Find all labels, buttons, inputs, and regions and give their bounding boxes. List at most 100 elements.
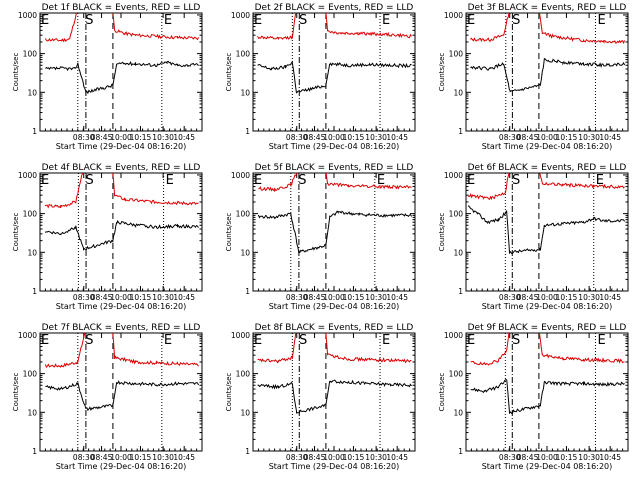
panel-title: Det 3f BLACK = Events, RED = LLD bbox=[468, 3, 627, 13]
y-tick-label: 1000 bbox=[444, 11, 463, 20]
x-tick-label: 08:30 bbox=[499, 133, 521, 142]
x-tick-label: 10:30 bbox=[578, 293, 600, 302]
x-tick-label: 10:00 bbox=[323, 293, 345, 302]
phase-marker-label: S bbox=[299, 13, 307, 28]
x-tick-label: 08:45 bbox=[91, 293, 113, 302]
y-tick-label: 100 bbox=[236, 50, 251, 59]
detector-panel: Det 6f BLACK = Events, RED = LLD 1 10 100 10… bbox=[438, 163, 629, 311]
lld-series-line bbox=[44, 13, 199, 43]
y-tick-label: 1000 bbox=[231, 11, 250, 20]
x-tick-label: 10:15 bbox=[343, 453, 365, 462]
phase-marker-label: S bbox=[298, 173, 306, 188]
lld-series-line bbox=[44, 333, 199, 369]
x-tick-label: 08:30 bbox=[499, 453, 521, 462]
phase-marker-label: E bbox=[41, 173, 49, 188]
y-tick-label: 1000 bbox=[231, 331, 250, 340]
x-axis-label: Start Time (29-Dec-04 08:16:20) bbox=[269, 142, 400, 151]
x-tick-label: 10:30 bbox=[152, 453, 174, 462]
x-axis-label: Start Time (29-Dec-04 08:16:20) bbox=[482, 302, 613, 311]
phase-marker-label: E bbox=[164, 13, 172, 28]
events-series-line bbox=[257, 210, 412, 254]
y-tick-label: 10 bbox=[453, 408, 463, 417]
x-tick-label: 10:15 bbox=[343, 293, 365, 302]
phase-marker-label: E bbox=[164, 333, 172, 348]
y-tick-label: 1000 bbox=[444, 331, 463, 340]
plot-frame bbox=[252, 172, 416, 292]
phase-marker-label: S bbox=[85, 173, 93, 188]
phase-marker-label: S bbox=[85, 13, 93, 28]
phase-marker-label: E bbox=[467, 333, 475, 348]
detector-panel: Det 7f BLACK = Events, RED = LLD 1 10 100 10… bbox=[12, 323, 203, 471]
plot-frame bbox=[465, 12, 629, 132]
y-tick-label: 10 bbox=[453, 248, 463, 257]
y-tick-label: 1000 bbox=[231, 171, 250, 180]
y-axis-label: Counts/sec bbox=[438, 53, 446, 92]
x-axis-label: Start Time (29-Dec-04 08:16:20) bbox=[56, 142, 187, 151]
x-tick-label: 08:45 bbox=[517, 453, 539, 462]
x-axis-label: Start Time (29-Dec-04 08:16:20) bbox=[482, 462, 613, 471]
x-tick-label: 10:00 bbox=[536, 453, 558, 462]
x-tick-label: 10:30 bbox=[152, 133, 174, 142]
x-tick-label: 08:30 bbox=[73, 453, 95, 462]
y-tick-label: 10 bbox=[240, 248, 250, 257]
y-axis-label: Counts/sec bbox=[225, 53, 233, 92]
y-tick-label: 100 bbox=[236, 370, 251, 379]
x-tick-label: 10:30 bbox=[365, 453, 387, 462]
x-tick-label: 10:00 bbox=[110, 133, 132, 142]
lld-series-line bbox=[44, 173, 199, 209]
y-tick-label: 10 bbox=[27, 88, 37, 97]
panel-title: Det 2f BLACK = Events, RED = LLD bbox=[255, 3, 414, 13]
y-tick-label: 1 bbox=[458, 127, 463, 136]
detector-panel: Det 5f BLACK = Events, RED = LLD 1 10 100 10… bbox=[225, 163, 416, 311]
x-tick-label: 10:00 bbox=[536, 293, 558, 302]
phase-marker-label: E bbox=[41, 13, 49, 28]
x-tick-label: 10:30 bbox=[365, 133, 387, 142]
x-tick-label: 10:00 bbox=[323, 453, 345, 462]
y-tick-label: 100 bbox=[449, 210, 464, 219]
x-tick-label: 08:30 bbox=[499, 293, 521, 302]
phase-marker-label: S bbox=[512, 13, 520, 28]
phase-marker-label: E bbox=[254, 173, 262, 188]
x-axis-label: Start Time (29-Dec-04 08:16:20) bbox=[56, 302, 187, 311]
x-tick-label: 10:00 bbox=[110, 293, 132, 302]
y-tick-label: 10 bbox=[240, 88, 250, 97]
x-tick-label: 08:30 bbox=[286, 133, 308, 142]
y-tick-label: 1000 bbox=[444, 171, 463, 180]
detector-panel: Det 1f BLACK = Events, RED = LLD 1 10 100 10… bbox=[12, 3, 203, 151]
y-axis-label: Counts/sec bbox=[225, 213, 233, 252]
y-tick-label: 1 bbox=[32, 127, 37, 136]
lld-series-line bbox=[257, 13, 412, 41]
phase-marker-label: E bbox=[597, 13, 605, 28]
y-axis-label: Counts/sec bbox=[12, 213, 20, 252]
plot-frame bbox=[39, 332, 203, 452]
x-tick-label: 10:45 bbox=[386, 453, 408, 462]
y-tick-label: 100 bbox=[23, 210, 38, 219]
y-axis-label: Counts/sec bbox=[225, 373, 233, 412]
panel-title: Det 8f BLACK = Events, RED = LLD bbox=[255, 323, 414, 333]
plot-frame bbox=[39, 12, 203, 132]
x-tick-label: 10:45 bbox=[173, 133, 195, 142]
x-tick-label: 08:45 bbox=[517, 133, 539, 142]
phase-marker-label: E bbox=[382, 13, 390, 28]
phase-marker-label: E bbox=[166, 173, 174, 188]
x-tick-label: 10:15 bbox=[556, 293, 578, 302]
x-axis-label: Start Time (29-Dec-04 08:16:20) bbox=[269, 302, 400, 311]
x-tick-label: 08:45 bbox=[304, 133, 326, 142]
y-tick-label: 100 bbox=[449, 50, 464, 59]
y-tick-label: 100 bbox=[23, 370, 38, 379]
x-tick-label: 10:45 bbox=[386, 133, 408, 142]
panel-title: Det 4f BLACK = Events, RED = LLD bbox=[42, 163, 201, 173]
y-tick-label: 10 bbox=[27, 248, 37, 257]
y-axis-label: Counts/sec bbox=[12, 53, 20, 92]
lld-series-line bbox=[470, 13, 626, 45]
events-series-line bbox=[257, 379, 412, 414]
y-tick-label: 10 bbox=[240, 408, 250, 417]
y-tick-label: 100 bbox=[449, 370, 464, 379]
x-tick-label: 10:15 bbox=[556, 133, 578, 142]
y-axis-label: Counts/sec bbox=[438, 213, 446, 252]
x-tick-label: 10:00 bbox=[110, 453, 132, 462]
panel-title: Det 9f BLACK = Events, RED = LLD bbox=[468, 323, 627, 333]
x-tick-label: 10:15 bbox=[130, 293, 152, 302]
y-tick-label: 1000 bbox=[18, 171, 37, 180]
panel-title: Det 1f BLACK = Events, RED = LLD bbox=[42, 3, 201, 13]
